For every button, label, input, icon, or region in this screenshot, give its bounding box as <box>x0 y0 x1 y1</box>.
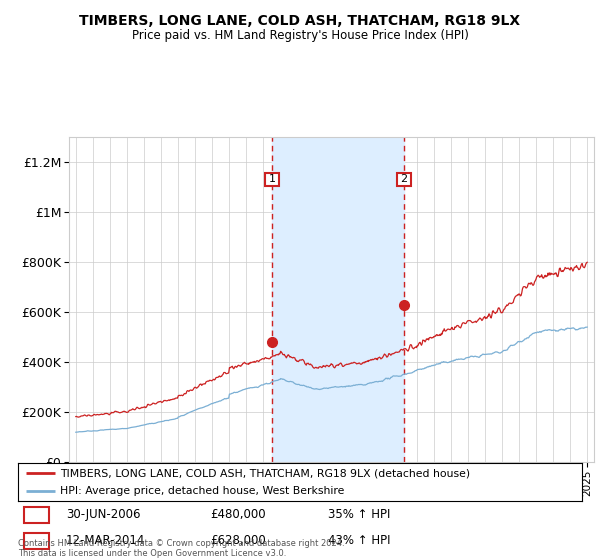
Bar <box>272 137 404 462</box>
Text: TIMBERS, LONG LANE, COLD ASH, THATCHAM, RG18 9LX: TIMBERS, LONG LANE, COLD ASH, THATCHAM, … <box>79 14 521 28</box>
Bar <box>23 533 49 549</box>
Text: 12-MAR-2014: 12-MAR-2014 <box>66 534 145 547</box>
Bar <box>265 172 278 186</box>
Text: 2: 2 <box>32 534 40 547</box>
Text: 43% ↑ HPI: 43% ↑ HPI <box>328 534 391 547</box>
Text: 30-JUN-2006: 30-JUN-2006 <box>66 508 140 521</box>
Text: Price paid vs. HM Land Registry's House Price Index (HPI): Price paid vs. HM Land Registry's House … <box>131 29 469 42</box>
Text: £480,000: £480,000 <box>210 508 265 521</box>
Text: TIMBERS, LONG LANE, COLD ASH, THATCHAM, RG18 9LX (detached house): TIMBERS, LONG LANE, COLD ASH, THATCHAM, … <box>60 468 470 478</box>
Text: Contains HM Land Registry data © Crown copyright and database right 2024.
This d: Contains HM Land Registry data © Crown c… <box>18 539 344 558</box>
Text: 1: 1 <box>268 174 275 184</box>
Bar <box>23 507 49 523</box>
Bar <box>397 172 411 186</box>
Text: £628,000: £628,000 <box>210 534 266 547</box>
Text: 35% ↑ HPI: 35% ↑ HPI <box>328 508 391 521</box>
Text: 1: 1 <box>32 508 40 521</box>
Text: 2: 2 <box>400 174 407 184</box>
Text: HPI: Average price, detached house, West Berkshire: HPI: Average price, detached house, West… <box>60 486 344 496</box>
